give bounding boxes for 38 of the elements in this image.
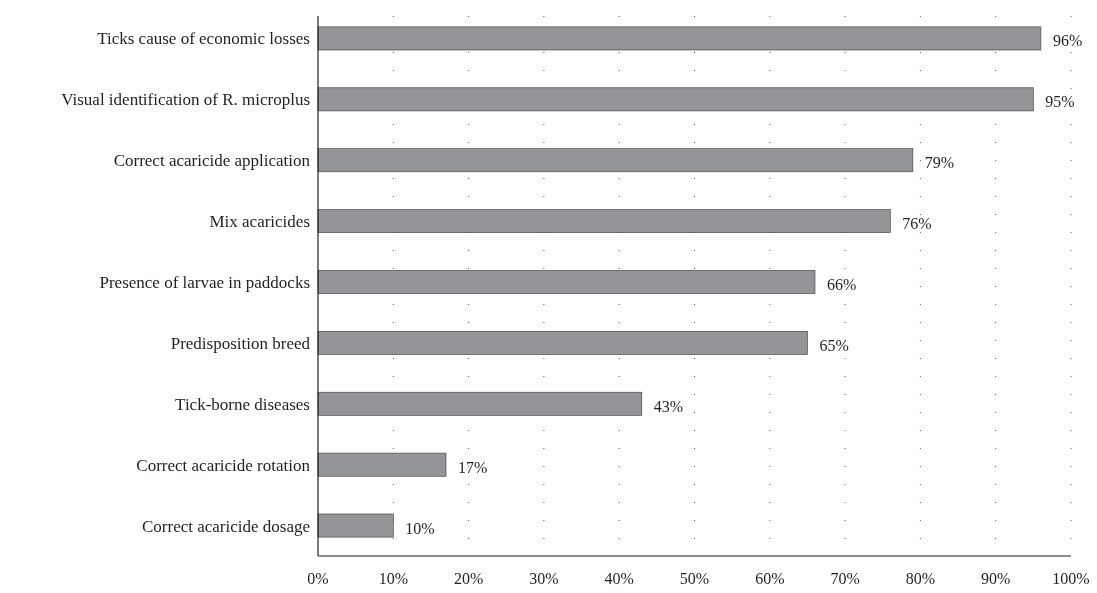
data-label: 96% xyxy=(1052,32,1083,50)
data-label: 10% xyxy=(405,519,435,537)
bar xyxy=(317,87,1034,112)
x-tick-label: 0% xyxy=(307,570,329,587)
bar xyxy=(317,148,914,173)
y-tick-label: Visual identification of R. microplus xyxy=(61,90,310,110)
x-tick-label: 70% xyxy=(830,570,860,587)
y-tick-label: Correct acaricide rotation xyxy=(136,455,311,475)
bar xyxy=(317,26,1042,51)
bar xyxy=(317,391,643,416)
x-tick-label: 20% xyxy=(453,570,484,587)
bar xyxy=(317,270,816,294)
data-label: 43% xyxy=(653,397,684,415)
data-label: 79% xyxy=(924,154,955,172)
data-label: 95% xyxy=(1045,93,1075,111)
bar xyxy=(317,513,394,538)
y-tick-label: Mix acaricides xyxy=(209,212,310,232)
x-tick-label: 30% xyxy=(529,570,559,587)
bar xyxy=(317,452,447,477)
x-tick-label: 60% xyxy=(755,570,785,587)
data-label: 65% xyxy=(819,336,849,354)
data-label: 17% xyxy=(458,458,488,476)
x-tick-label: 100% xyxy=(1052,570,1090,587)
y-tick-label: Presence of larvae in paddocks xyxy=(99,273,310,292)
x-tick-label: 10% xyxy=(378,570,408,587)
data-label: 66% xyxy=(826,276,857,293)
y-tick-label: Tick-borne diseases xyxy=(175,394,310,414)
y-tick-label: Predisposition breed xyxy=(170,333,311,353)
x-tick-label: 90% xyxy=(981,570,1011,587)
y-tick-label: Ticks cause of economic losses xyxy=(97,29,310,49)
x-tick-label: 80% xyxy=(905,570,936,587)
x-tick-label: 50% xyxy=(679,570,710,587)
y-tick-label: Correct acaricide application xyxy=(113,151,311,171)
data-label: 76% xyxy=(902,215,932,233)
y-tick-label: Correct acaricide dosage xyxy=(141,516,310,536)
x-tick-label: 40% xyxy=(604,570,634,587)
bar xyxy=(317,209,891,233)
bar xyxy=(317,331,808,355)
